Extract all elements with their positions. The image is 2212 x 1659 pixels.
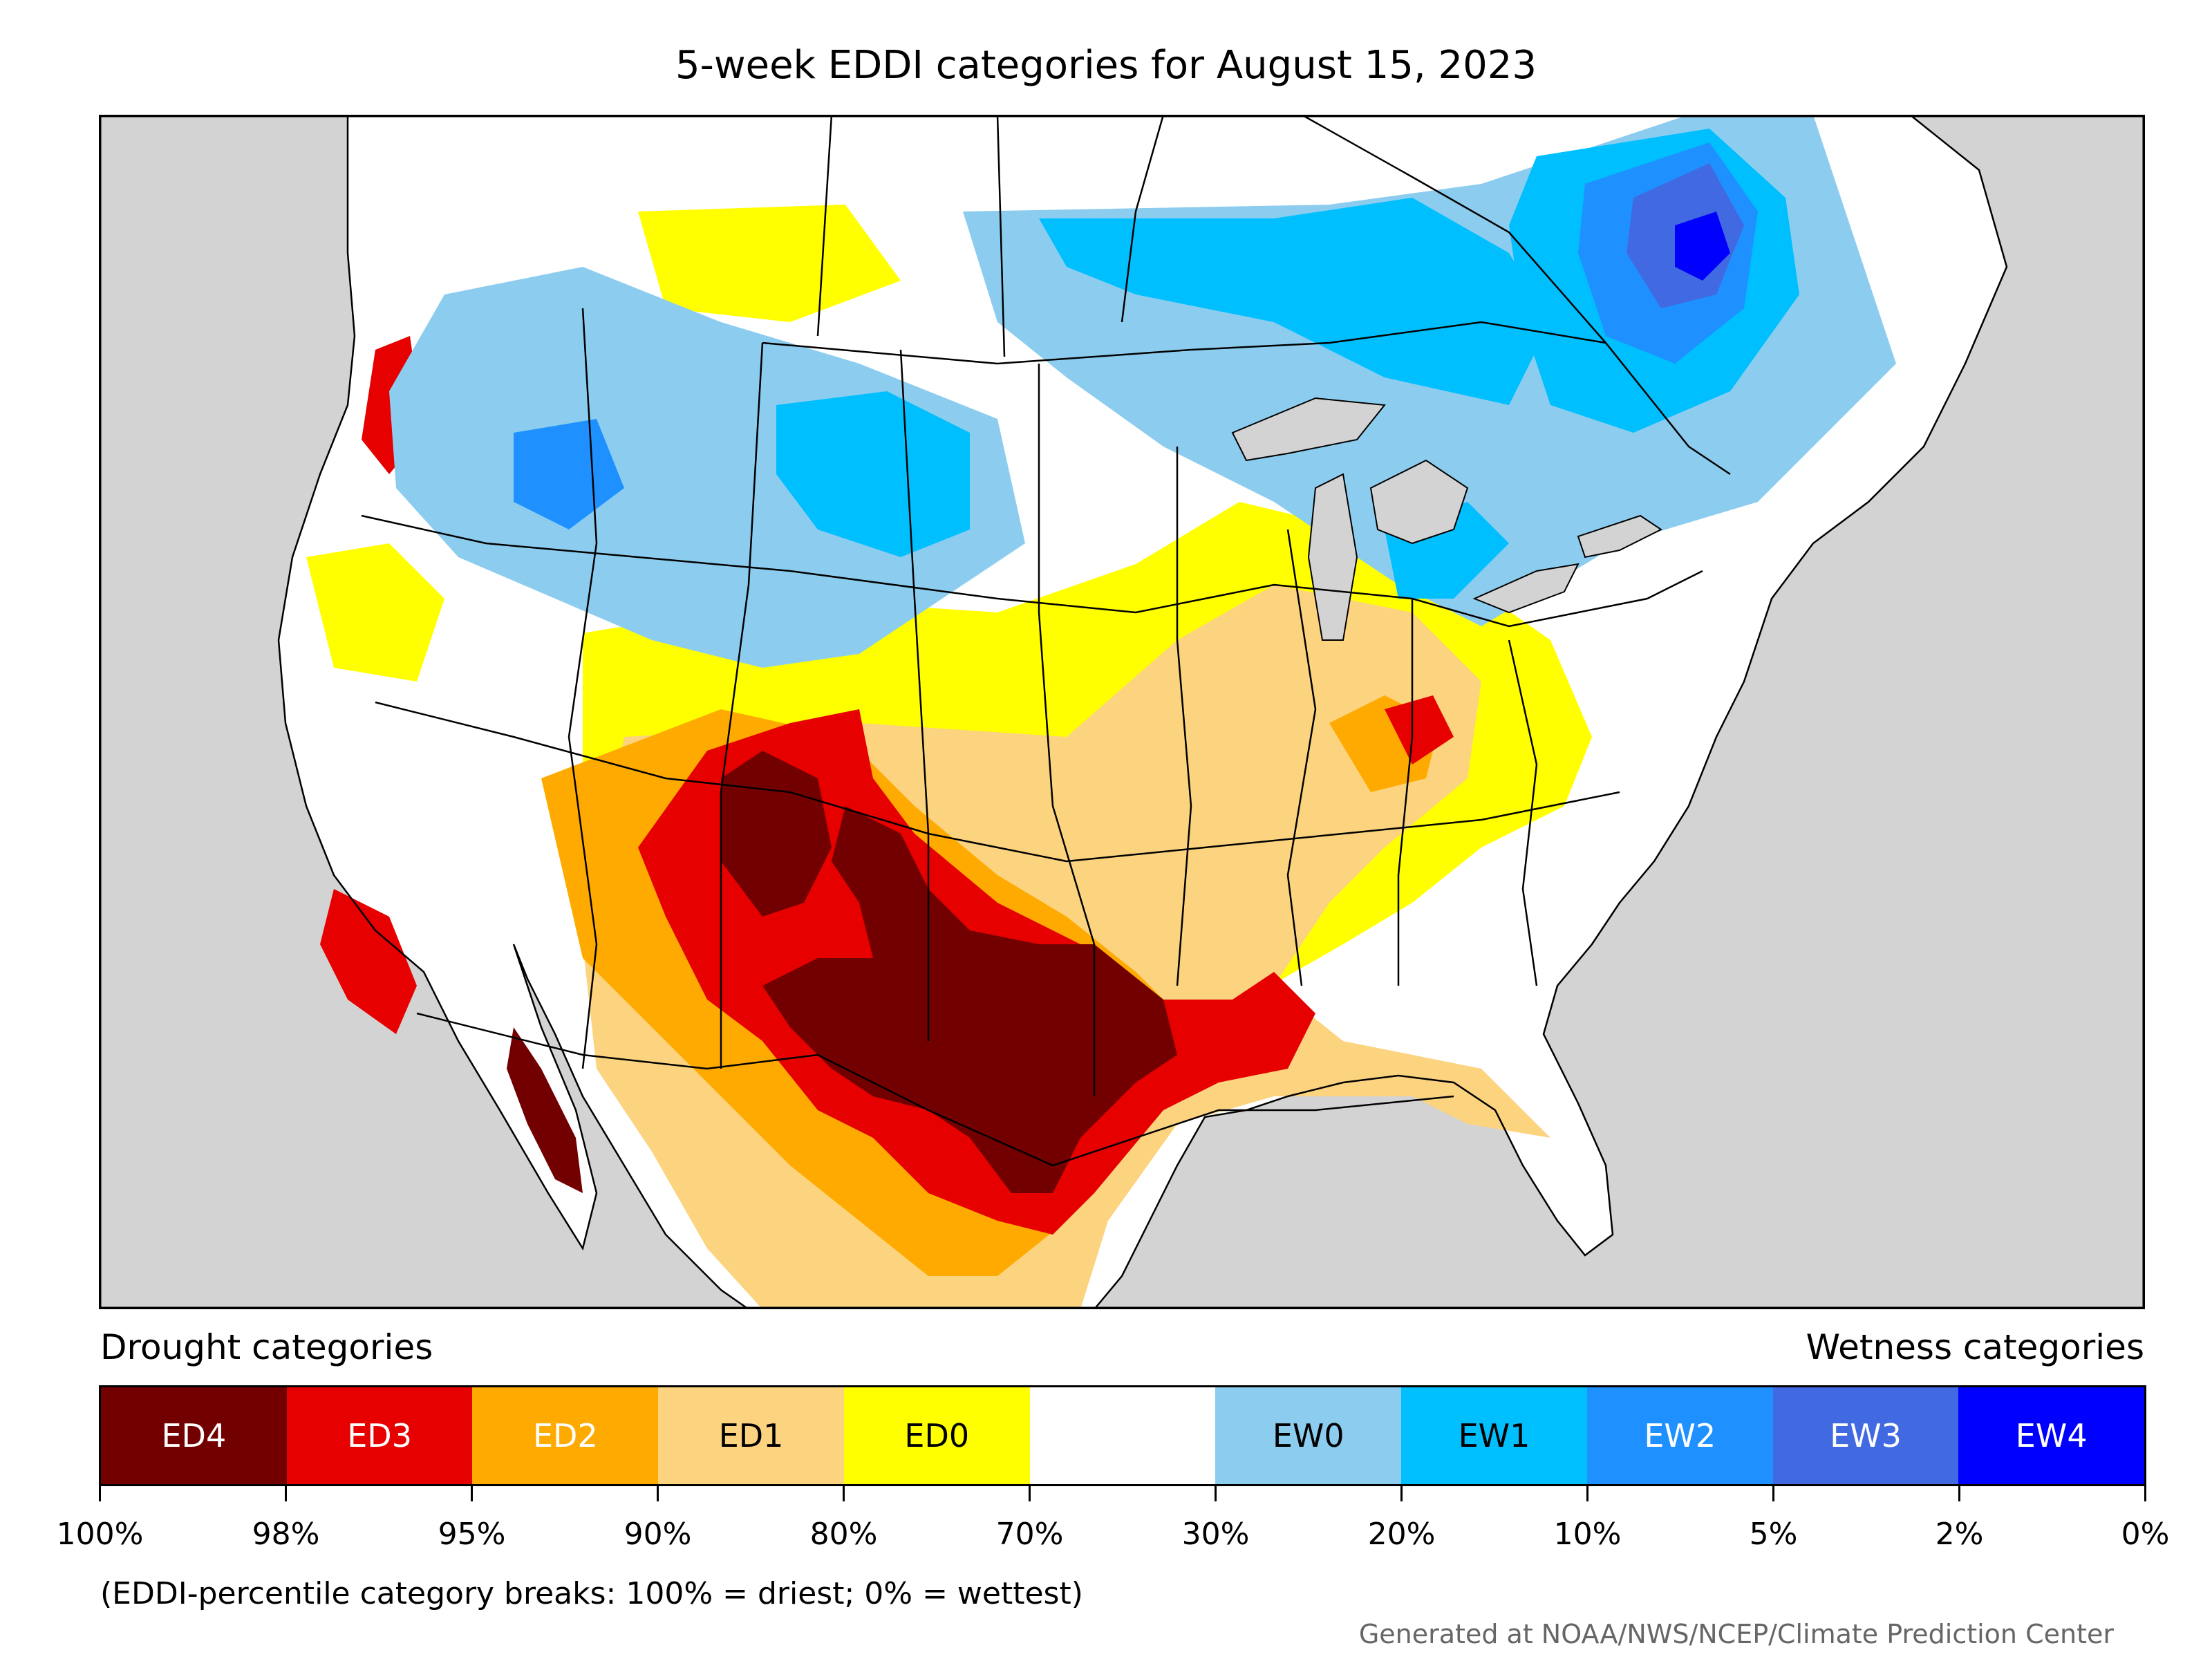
colorbar-tick [99,1486,101,1501]
colorbar-tick-label: 70% [995,1517,1064,1552]
colorbar-ticks [99,1486,2146,1503]
colorbar-tick [1586,1486,1588,1501]
colorbar-tick [1215,1486,1217,1501]
state-boundaries [361,115,1731,1167]
colorbar-tick [657,1486,659,1501]
colorbar-tick-label: 10% [1553,1517,1622,1552]
colorbar-tick-label: 90% [624,1517,692,1552]
colorbar-segment-ew4: EW4 [1958,1387,2145,1484]
map-border [99,115,2145,1309]
colorbar-tick [1958,1486,1960,1501]
colorbar-tick-label: 95% [438,1517,506,1552]
colorbar-segment-ed0: ED0 [843,1387,1030,1484]
colorbar-segment-ed2: ED2 [472,1387,659,1484]
colorbar-tick-label: 5% [1749,1517,1798,1552]
colorbar-tick-label: 2% [1935,1517,1984,1552]
colorbar-tick-label: 0% [2121,1517,2170,1552]
category-colorbar: ED4 ED3 ED2 ED1 ED0 EW0 EW1 EW2 EW3 EW4 [99,1385,2146,1486]
colorbar-tick-label: 100% [56,1517,144,1552]
colorbar-tick [471,1486,473,1501]
colorbar-tick [843,1486,845,1501]
eddi-map [99,115,2145,1309]
coastline [277,115,2008,1309]
colorbar-segment-neutral [1029,1387,1216,1484]
colorbar-tick [2144,1486,2146,1501]
colorbar-segment-ed4: ED4 [101,1387,287,1484]
map-title: 5-week EDDI categories for August 15, 20… [675,43,1537,88]
colorbar-segment-ew0: EW0 [1215,1387,1402,1484]
credit-line: Generated at NOAA/NWS/NCEP/Climate Predi… [1358,1619,2114,1649]
colorbar-tick [1400,1486,1403,1501]
drought-categories-label: Drought categories [100,1327,433,1367]
colorbar-segment-ew2: EW2 [1586,1387,1773,1484]
colorbar-tick-label: 20% [1367,1517,1436,1552]
wetness-areas [389,115,1896,668]
colorbar-segment-ew3: EW3 [1772,1387,1959,1484]
colorbar-segment-ed1: ED1 [658,1387,844,1484]
wetness-categories-label: Wetness categories [1806,1327,2144,1367]
colorbar-segment-ew1: EW1 [1401,1387,1587,1484]
colorbar-tick [1772,1486,1774,1501]
colorbar-segment-ed3: ED3 [286,1387,473,1484]
colorbar-tick [285,1486,287,1501]
percentile-note: (EDDI-percentile category breaks: 100% =… [100,1576,1083,1611]
colorbar-tick-label: 80% [809,1517,878,1552]
colorbar-tick-label: 30% [1181,1517,1250,1552]
colorbar-tick-label: 98% [252,1517,320,1552]
great-lakes [1231,397,1662,641]
colorbar-tick [1029,1486,1031,1501]
